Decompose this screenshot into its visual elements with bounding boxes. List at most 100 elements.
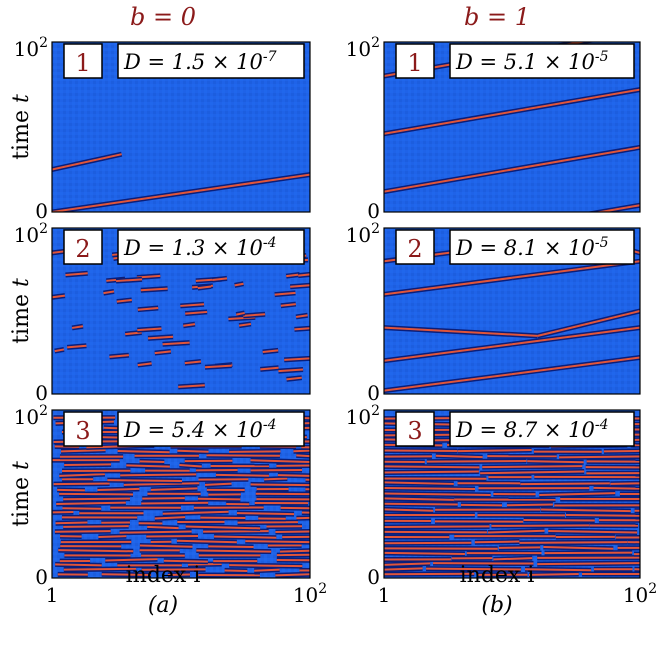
domain-wall [426,458,527,465]
domain-wall [276,463,310,469]
domain-wall [137,305,159,313]
domain-wall [384,565,423,573]
domain-wall [255,491,310,497]
domain-wall [176,538,237,545]
diffusion-value: D = 8.1 × 10-5 [455,235,609,260]
domain-wall [610,480,640,487]
domain-wall [162,509,229,517]
domain-wall [565,512,640,519]
y-tick-max: 102 [14,403,48,429]
diffusion-label: D = 8.7 × 10-4 [449,411,635,447]
domain-wall [263,476,288,482]
column-title-b0: b = 0 [130,3,196,31]
domain-wall [634,566,640,572]
domain-wall [163,558,208,565]
diffusion-value: D = 5.4 × 10-4 [123,417,277,442]
domain-wall [178,382,205,390]
domain-wall [487,528,545,536]
domain-wall [212,275,228,283]
domain-wall [245,538,310,545]
domain-wall [296,515,310,521]
domain-wall [276,557,310,563]
domain-wall [204,363,232,370]
panel-number: 2 [75,235,90,263]
panel-a-3: 3 D = 5.4 × 10-4 102 0 time t 1 102 [9,403,327,607]
domain-wall [59,491,134,497]
domain-wall [426,566,522,572]
domain-wall [286,375,303,382]
domain-wall [124,329,142,337]
y-tick-min: 0 [35,381,48,405]
domain-wall [63,566,137,573]
domain-wall [52,293,66,300]
domain-wall [229,448,281,455]
y-tick-max: 102 [14,221,48,247]
domain-wall [537,308,640,339]
domain-wall [215,472,270,479]
domain-wall [523,517,595,524]
domain-wall [295,420,310,427]
domain-wall [384,479,454,487]
panel-number-badge: 2 [63,229,103,265]
domain-wall [520,480,610,487]
diffusion-label: D = 8.1 × 10-5 [449,229,635,265]
domain-wall [204,481,232,488]
caption-a: (a) [148,593,178,618]
x-tick-max: 102 [623,581,657,607]
domain-wall [146,533,199,540]
domain-wall [384,325,538,339]
domain-wall [57,487,85,493]
domain-wall [280,505,310,511]
domain-wall [206,452,280,459]
panel-number-badge: 2 [395,229,435,265]
domain-wall [384,523,490,530]
panel-frame [51,227,311,395]
panel-number-badge: 1 [395,43,435,79]
domain-wall [54,346,65,354]
y-axis-label: time t [9,461,34,527]
domain-wall [56,500,126,507]
domain-wall [185,309,208,317]
domain-wall [58,547,134,554]
diffusion-label: D = 5.4 × 10-4 [117,411,305,447]
domain-wall [491,522,590,529]
domain-wall [384,87,640,137]
domain-wall [250,481,310,488]
domain-wall [384,469,479,475]
domain-wall [527,458,584,465]
domain-wall [213,534,277,541]
domain-wall [119,528,192,536]
domain-wall [137,360,152,368]
xlabel-a: index i [126,563,201,588]
domain-wall [539,490,616,498]
domain-wall [184,359,202,366]
domain-wall [235,310,246,318]
domain-wall [229,562,303,569]
domain-wall [627,539,640,545]
y-tick-min: 0 [367,381,380,405]
domain-wall [63,523,129,530]
domain-wall [305,486,310,492]
domain-wall [493,555,533,562]
diffusion-value: D = 1.3 × 10-4 [123,235,277,260]
panel-b-1: 1 D = 5.1 × 10-5 102 0 [346,35,641,223]
domain-wall [55,561,102,568]
domain-wall [384,506,434,514]
domain-wall [59,471,105,479]
caption-b: (b) [481,593,512,618]
domain-wall [147,524,179,531]
domain-wall [295,312,308,320]
domain-wall [480,469,585,476]
domain-wall [126,462,170,470]
domain-wall [285,272,300,279]
domain-wall [243,311,266,319]
domain-wall [150,485,198,493]
domain-wall [511,355,640,377]
domain-wall [103,288,115,296]
x-tick-min: 1 [378,583,391,607]
domain-wall [140,286,168,293]
domain-wall [187,561,222,568]
panel-frame [51,41,311,213]
domain-wall [162,340,190,347]
